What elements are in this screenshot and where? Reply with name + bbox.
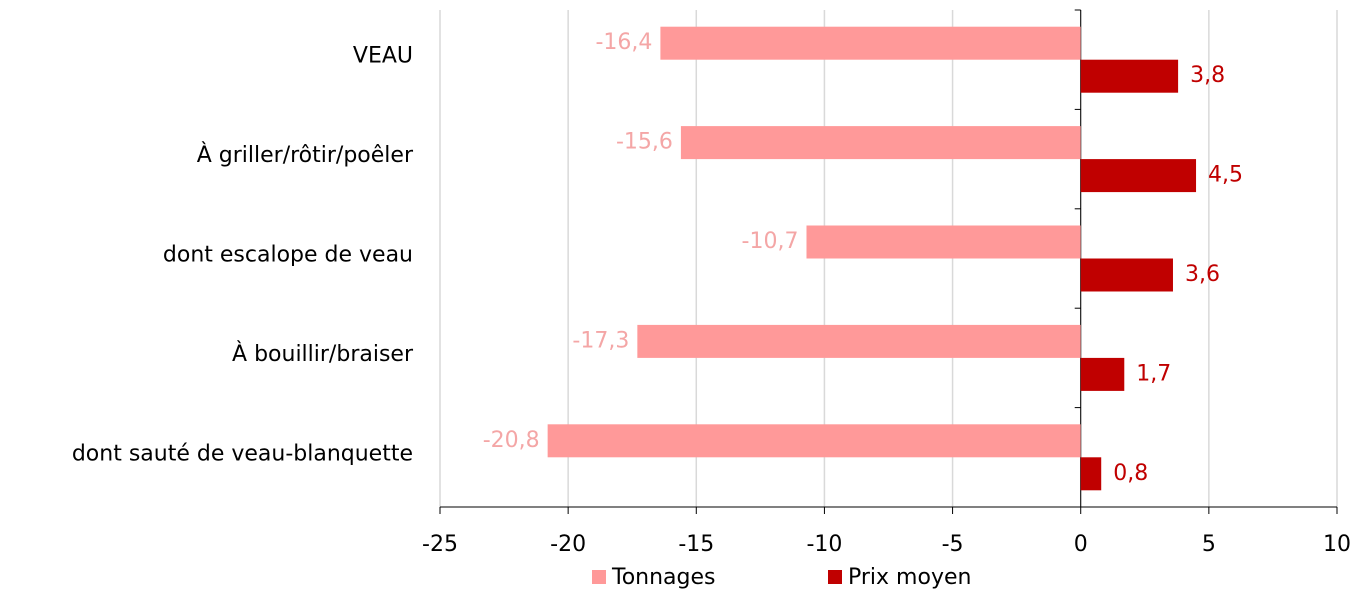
value-label: 3,6 (1185, 262, 1220, 287)
x-tick-label: -20 (550, 532, 586, 557)
bar (1080, 159, 1197, 193)
x-tick-label: -10 (806, 532, 842, 557)
bar (1080, 258, 1173, 292)
bar (1080, 357, 1125, 391)
bar (1080, 59, 1179, 93)
value-label: -15,6 (616, 130, 673, 155)
x-tick-label: 5 (1202, 532, 1216, 557)
x-tick-label: -15 (678, 532, 714, 557)
bar (637, 324, 1081, 358)
value-label: -20,8 (483, 428, 540, 453)
value-label: 0,8 (1113, 461, 1148, 486)
legend-swatch (828, 570, 842, 584)
legend-swatch (592, 570, 606, 584)
legend-label: Prix moyen (848, 565, 971, 590)
y-tick-label: dont sauté de veau-blanquette (72, 441, 413, 466)
value-label: -17,3 (572, 328, 629, 353)
value-label: 3,8 (1190, 63, 1225, 88)
value-label: -16,4 (595, 30, 652, 55)
bar (680, 126, 1081, 160)
value-label: -10,7 (742, 229, 799, 254)
value-label: 4,5 (1208, 163, 1243, 188)
bar (547, 424, 1081, 458)
legend-label: Tonnages (611, 565, 716, 590)
x-tick-label: 0 (1074, 532, 1088, 557)
bar (1080, 457, 1102, 491)
bar (660, 26, 1081, 60)
y-tick-label: VEAU (353, 44, 413, 69)
bar (806, 225, 1081, 259)
x-tick-label: -5 (942, 532, 964, 557)
value-label: 1,7 (1136, 361, 1171, 386)
x-tick-label: -25 (422, 532, 458, 557)
y-tick-label: dont escalope de veau (163, 243, 413, 268)
y-tick-label: À griller/rôtir/poêler (197, 142, 414, 168)
y-tick-label: À bouillir/braiser (232, 341, 414, 367)
x-tick-label: 10 (1323, 532, 1351, 557)
